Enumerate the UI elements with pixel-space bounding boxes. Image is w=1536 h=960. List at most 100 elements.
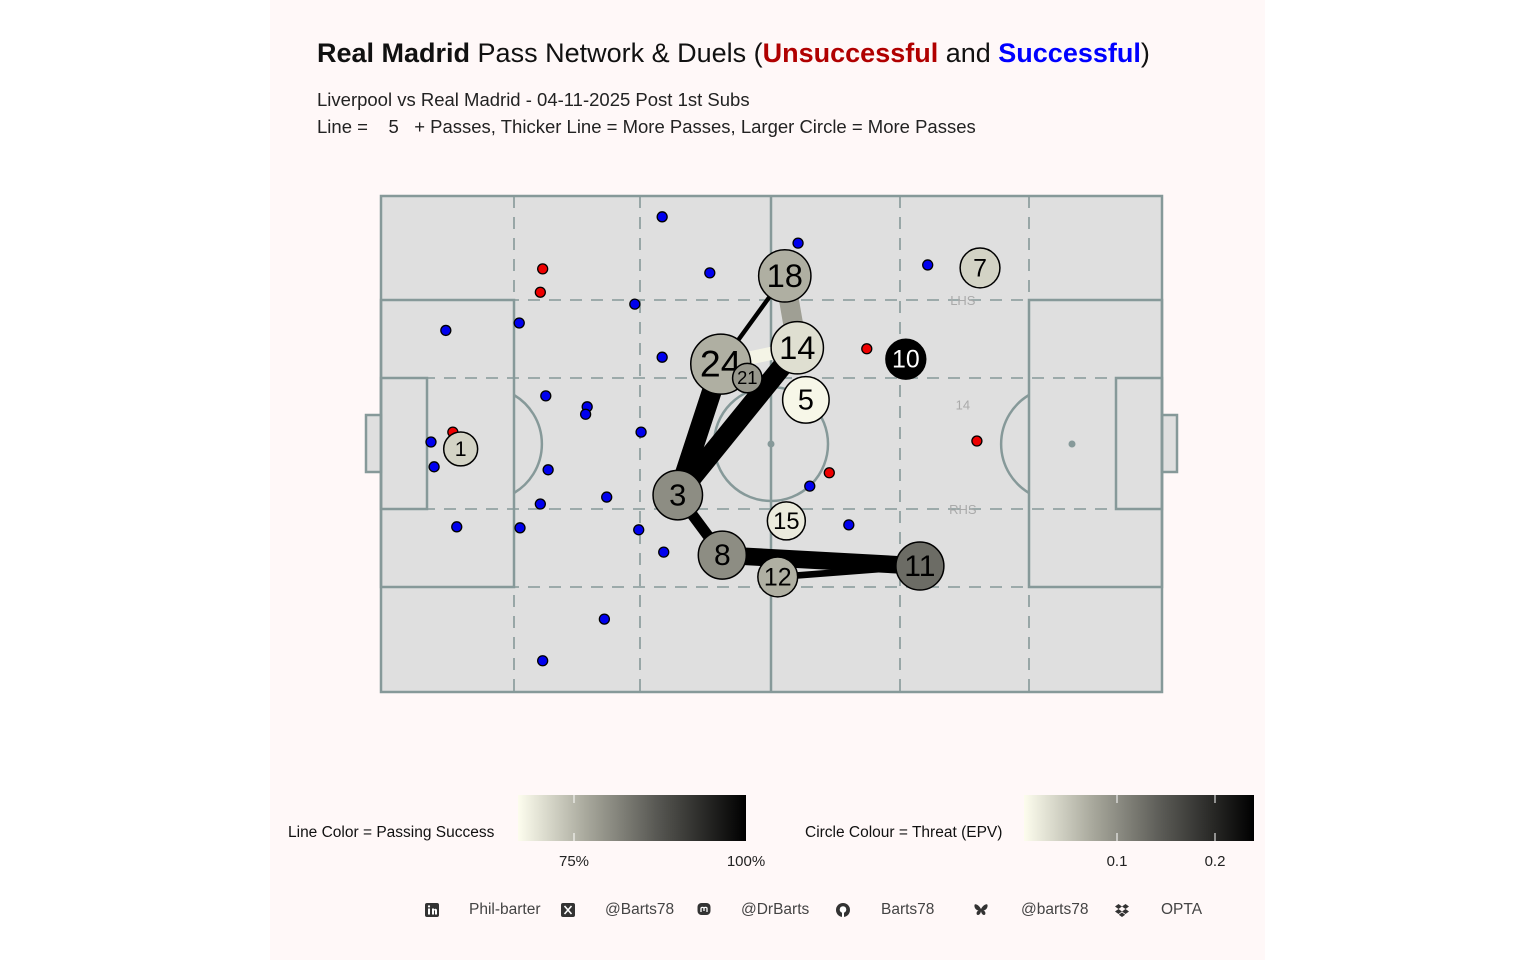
player-circle <box>731 362 763 394</box>
title-close: ) <box>1140 38 1150 68</box>
player-circle <box>697 530 748 580</box>
player-number-label: 14 <box>779 329 815 366</box>
line-color-scale-bar <box>518 795 746 841</box>
player-circle <box>442 431 479 467</box>
title-unsuccessful: Unsuccessful <box>762 38 939 68</box>
player-number-label: 7 <box>973 254 987 282</box>
footer-x-text: @Barts78 <box>605 901 675 918</box>
unsuccessful-duel-point <box>823 467 835 479</box>
successful-duel-point <box>451 521 463 533</box>
player-number-label: 1 <box>455 438 467 461</box>
successful-duel-point <box>792 237 804 249</box>
successful-duel-point <box>513 317 525 329</box>
line-color-legend-label: Line Color = Passing Success <box>288 824 495 841</box>
player-node-1: 1 <box>442 431 479 467</box>
successful-duel-point <box>922 259 934 271</box>
player-node-21: 21 <box>731 362 763 394</box>
circle-colour-legend-label: Circle Colour = Threat (EPV) <box>805 824 1003 841</box>
successful-duel-point <box>542 464 554 476</box>
line-legend-tick-100: 100% <box>726 853 766 870</box>
centre-spot <box>767 440 775 448</box>
player-circle <box>885 338 927 380</box>
player-node-12: 12 <box>757 556 799 598</box>
circle-legend-tick-02: 0.2 <box>1204 853 1226 870</box>
successful-duel-point <box>633 524 645 536</box>
chart-title: Real Madrid Pass Network & Duels (Unsucc… <box>317 38 1150 69</box>
player-circle <box>959 247 1001 289</box>
circle-legend-tick-01: 0.1 <box>1106 853 1128 870</box>
player-number-label: 15 <box>773 509 799 535</box>
player-number-label: 18 <box>767 257 803 294</box>
successful-duel-point <box>658 546 670 558</box>
github-icon <box>836 903 850 917</box>
footer-linkedin-text: Phil-barter <box>469 901 541 918</box>
player-number-label: 5 <box>798 385 814 417</box>
player-number-label: 21 <box>737 367 757 388</box>
right-six-yard-box <box>1114 376 1164 511</box>
successful-duel-point <box>804 480 816 492</box>
linkedin-icon <box>425 903 439 917</box>
right-penalty-arc <box>999 393 1030 495</box>
player-node-18: 18 <box>757 248 812 303</box>
successful-duel-point <box>598 613 611 625</box>
player-number-label: 3 <box>669 477 686 512</box>
player-node-3: 3 <box>652 469 704 521</box>
unsuccessful-duel-point <box>537 263 549 275</box>
pass-link-8-11 <box>721 546 921 575</box>
unsuccessful-duel-point <box>861 343 873 355</box>
successful-duel-point <box>656 211 668 223</box>
successful-duel-point <box>635 426 647 438</box>
title-middle: Pass Network & Duels ( <box>470 38 763 68</box>
player-circle <box>757 248 812 303</box>
player-number-label: 12 <box>764 563 792 591</box>
footer-bluesky-text: @barts78 <box>1021 901 1089 918</box>
circle-color-scale-bar <box>1024 795 1254 841</box>
player-circle <box>895 541 945 591</box>
player-circle <box>766 501 807 541</box>
title-and: and <box>938 38 999 68</box>
x-icon <box>561 903 575 917</box>
player-number-label: 8 <box>714 539 731 572</box>
subtitle: Liverpool vs Real Madrid - 04-11-2025 Po… <box>317 89 750 110</box>
player-circle <box>652 469 704 521</box>
player-circle <box>770 320 825 375</box>
player-number-label: 10 <box>892 346 920 374</box>
successful-duel-point <box>704 267 716 279</box>
footer-github-text: Barts78 <box>881 901 935 918</box>
player-node-8: 8 <box>697 530 748 580</box>
successful-duel-point <box>540 390 552 402</box>
right-penalty-spot <box>1068 440 1076 448</box>
pitch-annotation: RHS <box>949 502 977 517</box>
player-circle <box>757 556 799 598</box>
mastodon-icon <box>697 903 711 915</box>
footer-mastodon-text: @DrBarts <box>741 901 810 918</box>
successful-duel-point <box>534 498 546 510</box>
unsuccessful-duel-point <box>534 286 546 298</box>
subtitle-legend-note: Line = 5 + Passes, Thicker Line = More P… <box>317 116 976 137</box>
unsuccessful-duel-point <box>971 435 983 447</box>
successful-duel-point <box>514 522 526 534</box>
successful-duel-point <box>428 461 440 473</box>
left-penalty-arc <box>513 393 544 495</box>
footer-source-text: OPTA <box>1161 901 1203 918</box>
title-successful: Successful <box>998 38 1141 68</box>
successful-duel-point <box>843 519 855 531</box>
player-circle <box>781 375 830 424</box>
player-node-5: 5 <box>781 375 830 424</box>
player-number-label: 11 <box>904 550 935 583</box>
successful-duel-point <box>579 408 592 420</box>
successful-duel-point <box>425 436 437 448</box>
player-node-10: 10 <box>885 338 927 380</box>
dropbox-icon <box>1115 904 1129 917</box>
successful-duel-point <box>537 655 549 667</box>
successful-duel-point <box>440 324 452 337</box>
player-node-11: 11 <box>895 541 945 591</box>
left-goal <box>364 413 383 474</box>
player-node-14: 14 <box>770 320 825 375</box>
title-team: Real Madrid <box>317 38 471 68</box>
line-legend-tick-75: 75% <box>558 853 590 870</box>
pitch-annotation: LHS <box>950 293 976 308</box>
player-node-15: 15 <box>766 501 807 541</box>
pitch-annotation: 14 <box>956 397 970 412</box>
